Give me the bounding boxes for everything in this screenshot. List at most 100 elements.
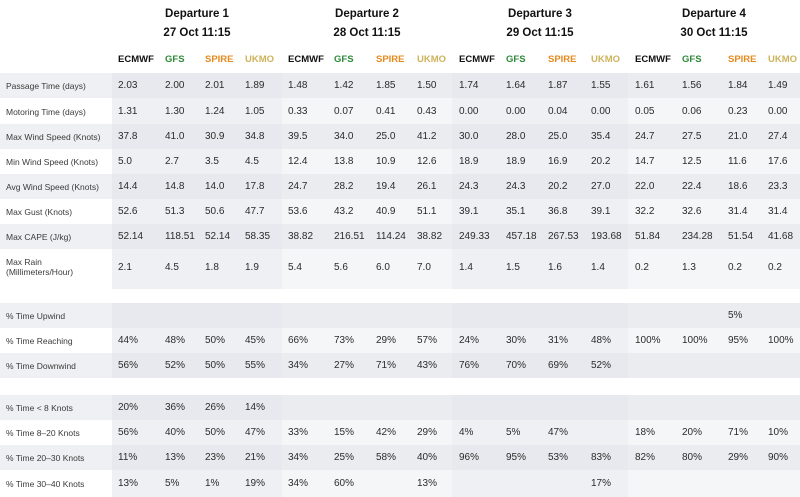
value-cell: 18%: [635, 427, 656, 438]
value-cell: 114.24: [376, 231, 406, 242]
value-cell: 11.6: [728, 156, 747, 167]
value-cell: 51.1: [417, 206, 437, 217]
value-cell: 53%: [548, 452, 569, 463]
value-cell: 76%: [459, 360, 480, 371]
value-cell: 40%: [165, 427, 186, 438]
value-cell: 13%: [417, 478, 438, 489]
value-cell: 70%: [506, 360, 527, 371]
value-cell: 26%: [205, 402, 226, 413]
value-cell: 32.6: [682, 206, 702, 217]
value-cell: 18.9: [459, 156, 479, 167]
row-label: Avg Wind Speed (Knots): [6, 181, 99, 192]
value-cell: 17%: [591, 478, 612, 489]
value-cell: 19.4: [376, 181, 396, 192]
departure-title: Departure 3: [508, 8, 572, 20]
value-cell: 4.5: [245, 156, 259, 167]
value-cell: 42%: [376, 427, 397, 438]
value-cell: 52.6: [118, 206, 138, 217]
value-cell: 6.0: [376, 261, 390, 273]
value-cell: 24.3: [506, 181, 526, 192]
value-cell: 1.8: [205, 261, 219, 273]
value-cell: 29%: [417, 427, 438, 438]
value-cell: 30.0: [459, 131, 479, 142]
value-cell: 1.05: [245, 106, 265, 117]
departure-date: 29 Oct 11:15: [506, 27, 574, 39]
value-cell: 23%: [205, 452, 226, 463]
value-cell: 31%: [548, 335, 569, 346]
value-cell: 73%: [334, 335, 355, 346]
value-cell: 0.2: [728, 261, 742, 273]
value-cell: 5.4: [288, 261, 302, 273]
row-label: Max Rain (Millimeters/Hour): [6, 257, 74, 277]
value-cell: 39.1: [459, 206, 479, 217]
value-cell: 2.01: [205, 80, 225, 91]
value-cell: 43.2: [334, 206, 354, 217]
value-cell: 234.28: [682, 231, 713, 242]
value-cell: 1.4: [591, 261, 605, 273]
value-cell: 50%: [205, 335, 226, 346]
value-cell: 30%: [506, 335, 527, 346]
value-cell: 39.1: [591, 206, 611, 217]
value-cell: 28.0: [506, 131, 526, 142]
value-cell: 57%: [417, 335, 438, 346]
value-cell: 24.7: [288, 181, 308, 192]
value-cell: 0.43: [417, 106, 437, 117]
value-cell: 53.6: [288, 206, 308, 217]
row-label: Passage Time (days): [6, 80, 86, 91]
table-row: % Time Upwind 5%: [0, 303, 800, 328]
value-cell: 1.61: [635, 80, 655, 91]
value-cell: 38.82: [417, 231, 443, 242]
value-cell: 83%: [591, 452, 612, 463]
departure-header: Departure 4 30 Oct 11:15: [628, 0, 800, 48]
value-cell: 20%: [118, 402, 139, 413]
value-cell: 1.3: [682, 261, 696, 273]
value-cell: 26.1: [417, 181, 437, 192]
value-cell: 18.6: [728, 181, 748, 192]
value-cell: 12.5: [682, 156, 702, 167]
value-cell: 56%: [118, 427, 139, 438]
value-cell: 50.6: [205, 206, 225, 217]
row-label: Max CAPE (J/kg): [6, 231, 72, 242]
value-cell: 0.2: [768, 261, 782, 273]
value-cell: 5.6: [334, 261, 348, 273]
value-cell: 2.1: [118, 261, 132, 273]
value-cell: 20.2: [591, 156, 611, 167]
table-row: Max Wind Speed (Knots) 37.8 41.0 30.9 34.8 39…: [0, 124, 800, 149]
value-cell: 45%: [245, 335, 266, 346]
value-cell: 80%: [682, 452, 703, 463]
table-row: Max Gust (Knots) 52.6 51.3 50.6 47.7 53.6 43.2…: [0, 199, 800, 224]
value-cell: 48%: [591, 335, 612, 346]
value-cell: 35.4: [591, 131, 611, 142]
value-cell: 1.4: [459, 261, 473, 273]
value-cell: 66%: [288, 335, 309, 346]
model-label-spire: SPIRE: [548, 54, 577, 65]
value-cell: 1.30: [165, 106, 185, 117]
value-cell: 13%: [165, 452, 186, 463]
value-cell: 14%: [245, 402, 266, 413]
value-cell: 22.4: [682, 181, 702, 192]
value-cell: 38.82: [288, 231, 314, 242]
value-cell: 10.9: [376, 156, 396, 167]
value-cell: 100%: [682, 335, 708, 346]
model-label-gfs: GFS: [682, 54, 702, 65]
value-cell: 43%: [417, 360, 438, 371]
value-cell: 13.8: [334, 156, 354, 167]
value-cell: 1.6: [548, 261, 562, 273]
table-row: % Time 8–20 Knots 56% 40% 50% 47% 33% 15% 42% 29…: [0, 420, 800, 445]
value-cell: 0.00: [768, 106, 788, 117]
value-cell: 0.06: [682, 106, 702, 117]
value-cell: 50%: [205, 360, 226, 371]
value-cell: 118.51: [165, 231, 195, 242]
value-cell: 17.8: [245, 181, 265, 192]
row-stripe: [0, 303, 800, 328]
value-cell: 19%: [245, 478, 266, 489]
departure-header: Departure 2 28 Oct 11:15: [282, 0, 452, 48]
row-label: % Time 30–40 Knots: [6, 478, 85, 489]
row-stripe: [0, 353, 800, 378]
value-cell: 1.5: [506, 261, 520, 273]
value-cell: 52%: [591, 360, 612, 371]
departure-date: 27 Oct 11:15: [163, 27, 231, 39]
value-cell: 21.0: [728, 131, 748, 142]
value-cell: 17.6: [768, 156, 788, 167]
